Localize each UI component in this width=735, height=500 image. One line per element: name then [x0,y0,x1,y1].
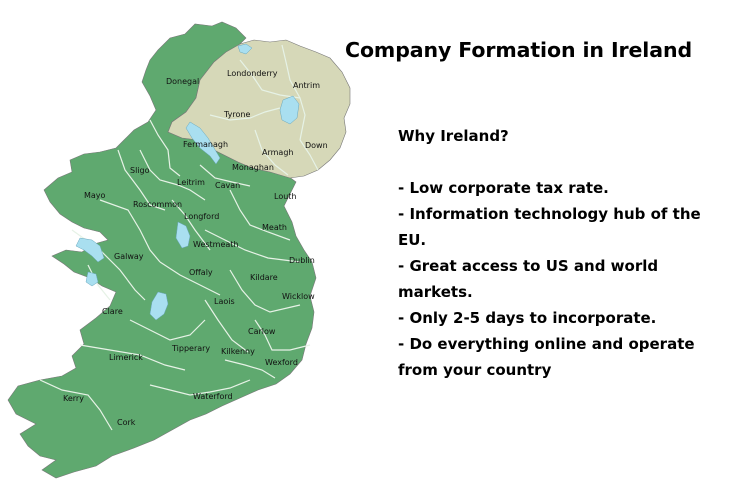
county-label-fermanagh: Fermanagh [183,140,228,149]
benefit-item: - Only 2-5 days to incorporate. [398,309,657,327]
county-label-wicklow: Wicklow [282,292,315,301]
county-label-monaghan: Monaghan [232,163,274,172]
county-label-armagh: Armagh [262,148,293,157]
county-label-laois: Laois [214,297,235,306]
county-label-longford: Longford [184,212,219,221]
county-label-clare: Clare [102,307,123,316]
county-label-tipperary: Tipperary [171,344,210,353]
lough-mask [85,271,99,287]
county-borders [39,44,319,431]
county-label-londonderry: Londonderry [227,69,278,78]
benefit-item: - Low corporate tax rate. [398,179,609,197]
county-label-tyrone: Tyrone [223,110,250,119]
lough-ree [175,221,191,249]
page-title: Company Formation in Ireland [345,38,693,62]
lough-neagh [279,95,300,125]
lakes [75,43,300,321]
county-label-carlow: Carlow [248,327,276,336]
benefits-list: - Low corporate tax rate. - Information … [398,175,728,383]
lough-erne [185,121,221,165]
county-label-sligo: Sligo [130,166,150,175]
benefit-item: - Information technology hub of the EU. [398,205,701,249]
county-label-louth: Louth [274,192,297,201]
county-label-cork: Cork [117,418,136,427]
county-label-kildare: Kildare [250,273,278,282]
county-label-meath: Meath [262,223,287,232]
county-labels: Donegal Londonderry Antrim Tyrone Ferman… [63,69,328,427]
county-label-offaly: Offaly [189,268,213,277]
lough-foyle [237,43,253,55]
info-panel: Why Ireland? - Low corporate tax rate. -… [398,123,728,383]
county-label-galway: Galway [114,252,144,261]
county-label-kerry: Kerry [63,394,84,403]
county-label-mayo: Mayo [84,191,106,200]
county-label-cavan: Cavan [215,181,240,190]
northern-ireland-landmass [167,39,351,179]
lough-corrib [75,237,105,263]
county-label-down: Down [305,141,328,150]
county-label-leitrim: Leitrim [177,178,205,187]
benefit-item: - Great access to US and world markets. [398,257,659,301]
county-label-westmeath: Westmeath [193,240,239,249]
county-label-dublin: Dublin [289,256,315,265]
county-label-roscommon: Roscommon [133,200,182,209]
benefit-item: - Do everything online and operate from … [398,335,695,379]
ireland-map: Donegal Londonderry Antrim Tyrone Ferman… [7,21,351,479]
lough-derg [149,291,169,321]
county-label-antrim: Antrim [293,81,320,90]
county-label-waterford: Waterford [193,392,233,401]
county-label-kilkenny: Kilkenny [221,347,255,356]
info-heading: Why Ireland? [398,127,509,145]
county-label-wexford: Wexford [265,358,298,367]
county-label-limerick: Limerick [109,353,143,362]
county-label-donegal: Donegal [166,77,199,86]
